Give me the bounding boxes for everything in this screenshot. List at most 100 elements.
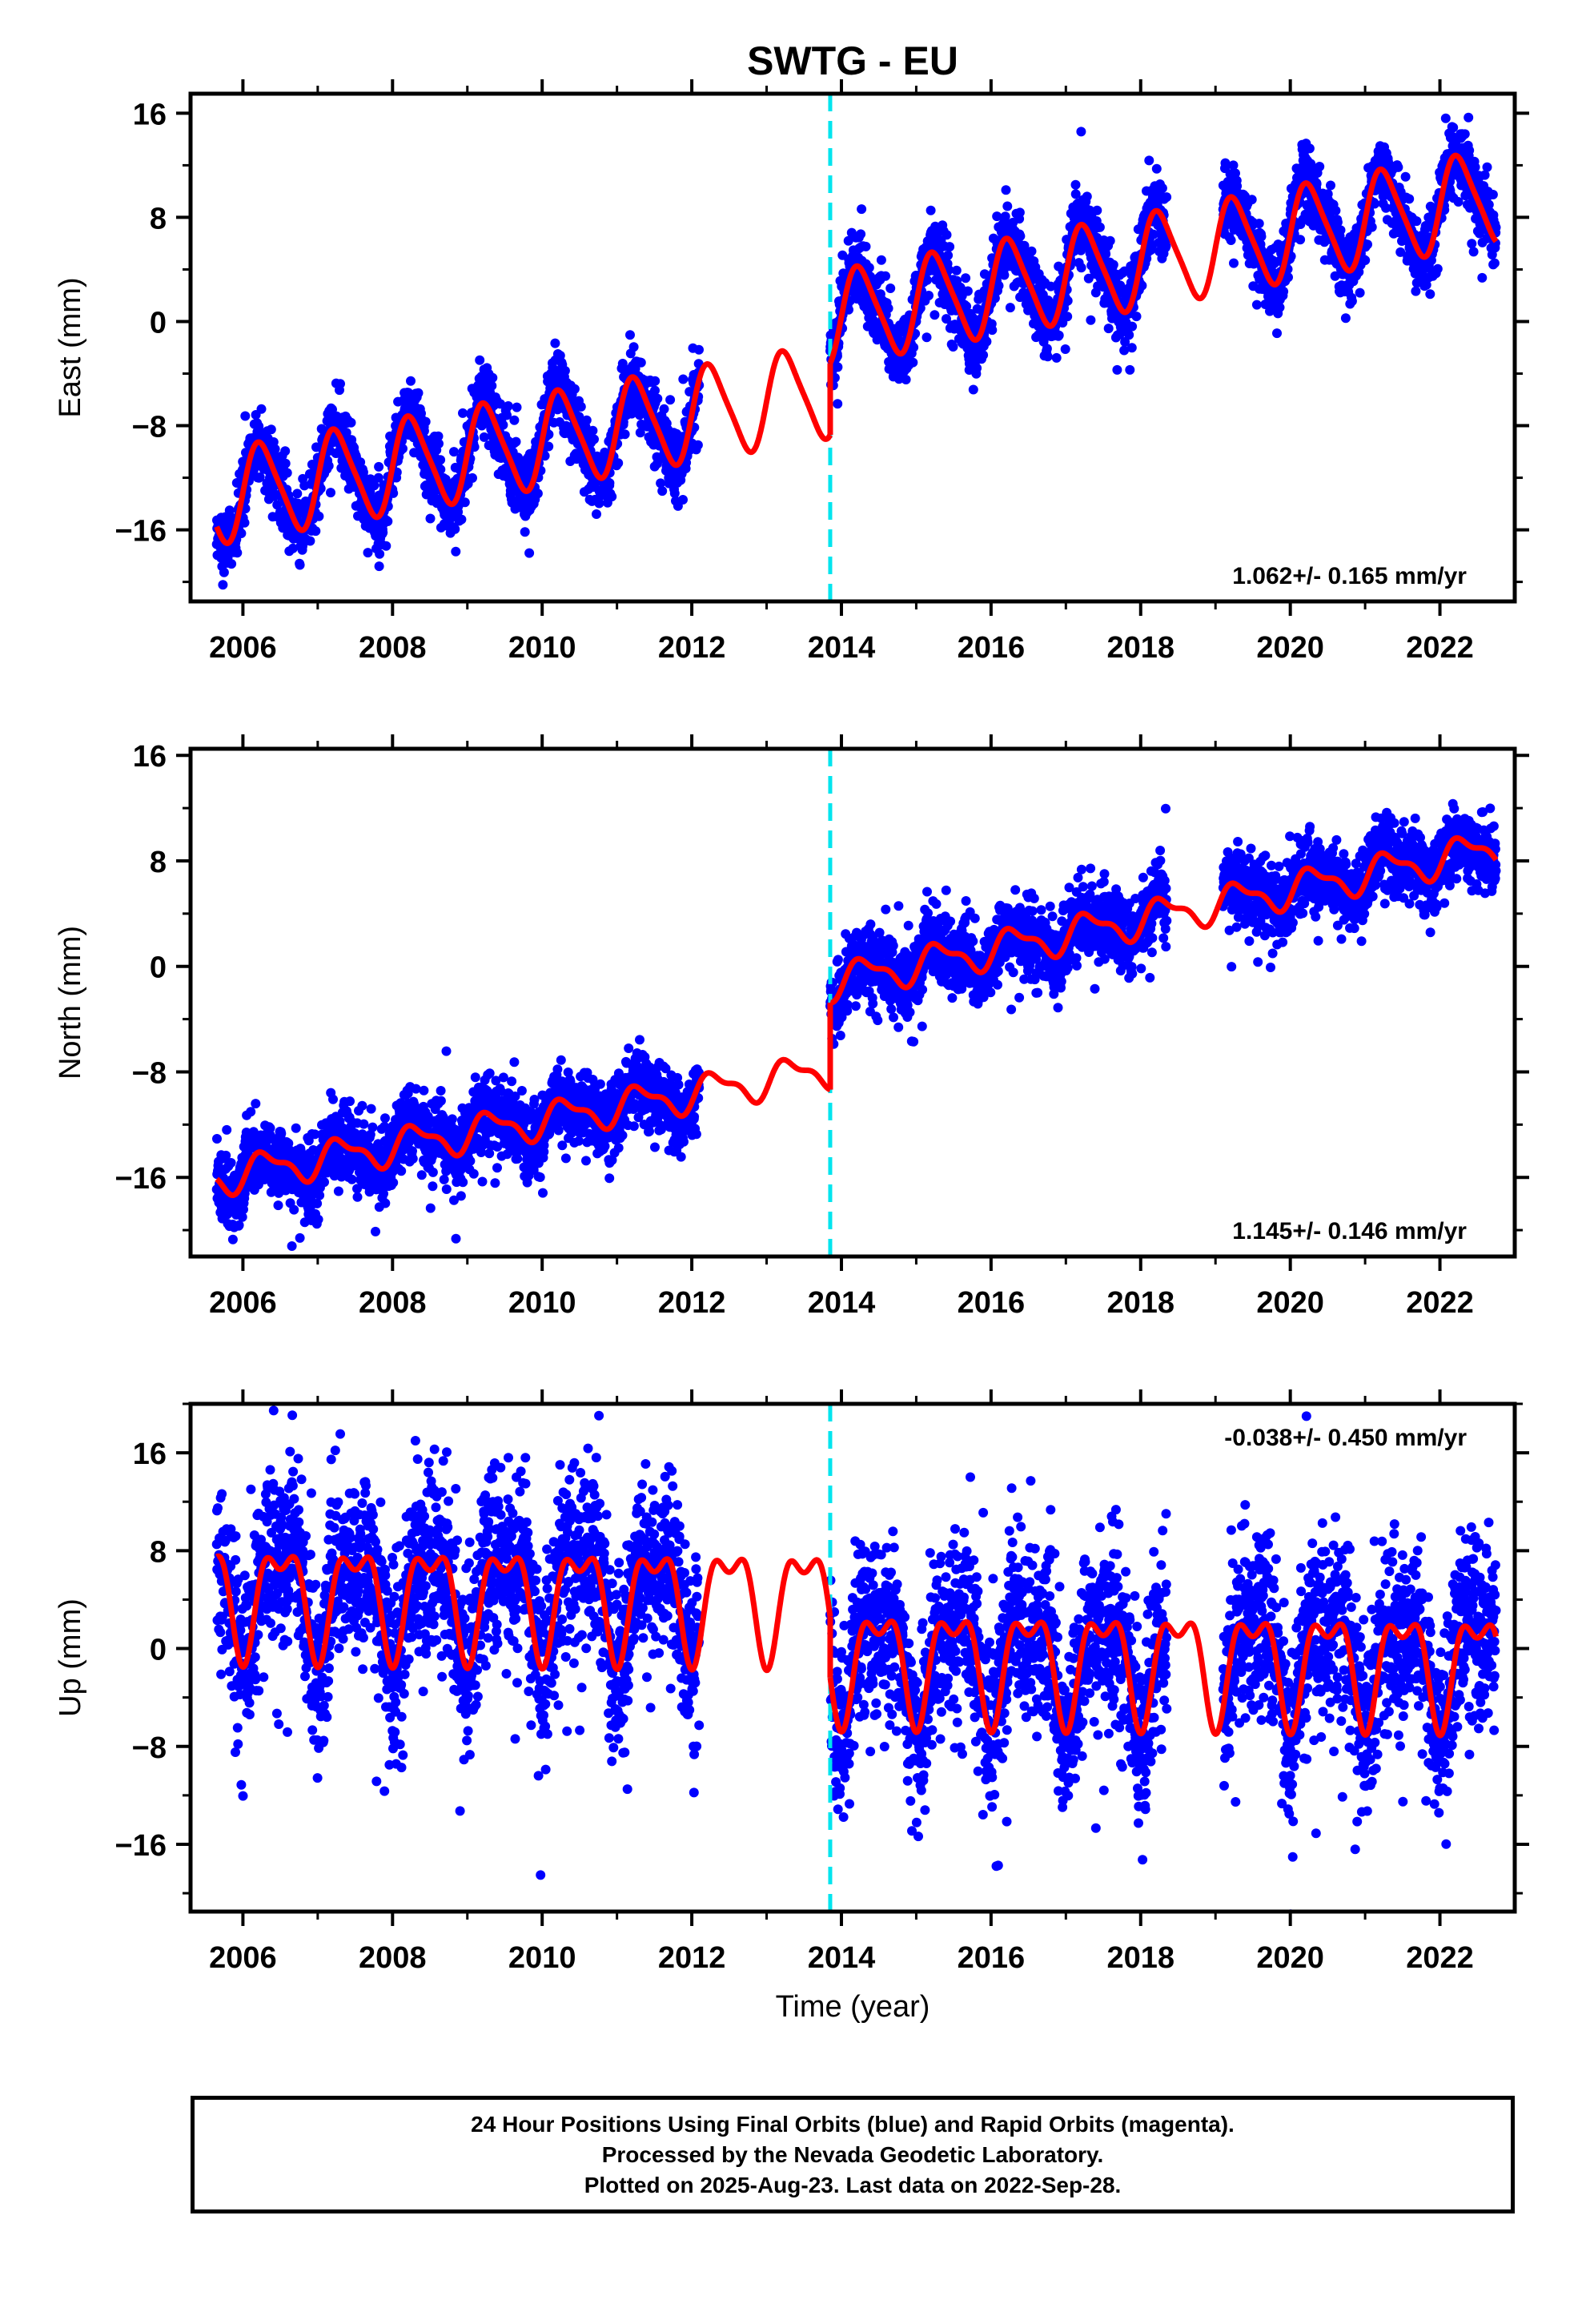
data-point [1477,272,1488,283]
data-point [280,458,291,468]
data-point [524,548,535,558]
x-tick-label: 2020 [1256,631,1324,665]
data-point [1355,287,1365,298]
data-point [833,399,843,409]
plot-area [211,94,1501,601]
data-point [1421,279,1431,290]
data-point [1220,158,1231,168]
data-point [968,384,978,395]
data-point [1335,225,1346,235]
data-point [449,447,459,457]
data-point [1295,235,1306,245]
data-point [1127,321,1138,332]
data-point [982,336,992,347]
y-tick-label: 8 [150,202,167,235]
y-tick-label: 16 [133,98,167,131]
data-point [433,431,444,441]
data-point [1480,170,1490,180]
data-point [509,415,520,425]
data-point [436,455,446,465]
data-point [282,468,292,478]
data-point [1251,300,1262,310]
data-point [635,428,645,438]
data-point [460,497,470,508]
data-point [314,511,324,521]
data-point [520,527,530,537]
data-point [1315,162,1325,171]
data-point [922,275,932,285]
data-point [1015,231,1026,241]
data-point [961,273,971,283]
data-point [378,528,388,537]
data-point [1076,127,1086,137]
data-point [856,229,866,239]
data-point [1144,155,1154,166]
data-point [1464,145,1475,155]
data-point [1460,129,1470,139]
data-point [450,524,460,534]
data-point [451,546,461,557]
y-tick-label: −16 [115,515,167,549]
data-point [1467,239,1477,249]
data-point [1484,199,1494,210]
data-point [883,304,893,313]
data-point [498,420,508,430]
data-point [488,372,498,383]
data-point [436,464,446,475]
data-point [992,211,1002,222]
data-point [1360,255,1371,265]
data-point [1381,203,1391,213]
data-point [948,342,958,352]
x-tick-label: 2014 [808,631,876,665]
data-point [1247,195,1257,205]
data-point [1425,289,1435,300]
data-point [550,338,560,348]
data-point [1488,190,1498,199]
data-point [1464,112,1474,123]
data-point [326,488,335,498]
data-point [955,283,966,293]
data-point [270,444,280,454]
data-point [657,486,668,497]
data-point [375,549,385,559]
data-point [503,401,513,411]
data-point [678,495,688,505]
data-point [406,376,416,386]
data-point [1367,222,1377,232]
data-point [659,404,669,414]
data-point [1131,312,1142,322]
data-point [652,458,662,468]
data-point [833,362,843,372]
data-point [628,342,639,352]
data-point [256,404,267,414]
data-point [1076,263,1086,273]
data-point [1254,219,1264,229]
data-point [413,388,424,398]
data-point [236,529,247,538]
data-point [1042,352,1053,362]
data-point [951,265,962,275]
data-point [234,1220,244,1230]
data-point [292,489,303,499]
data-point [560,366,570,376]
data-point [1232,181,1243,191]
data-point [1491,223,1501,232]
data-point [962,301,972,312]
data-point [1393,162,1403,172]
data-point [613,458,624,468]
data-point [496,399,505,409]
data-point [569,384,580,394]
data-point [1103,324,1114,334]
data-point [1119,345,1130,356]
data-point [335,379,345,389]
data-point [1340,313,1351,324]
data-point [999,270,1010,280]
data-point [1014,207,1025,218]
data-point [994,280,1004,291]
data-point [1070,189,1081,199]
model-fit-curve [214,348,833,546]
data-point [1395,247,1406,257]
data-point [1157,183,1167,193]
data-point [1272,328,1282,339]
